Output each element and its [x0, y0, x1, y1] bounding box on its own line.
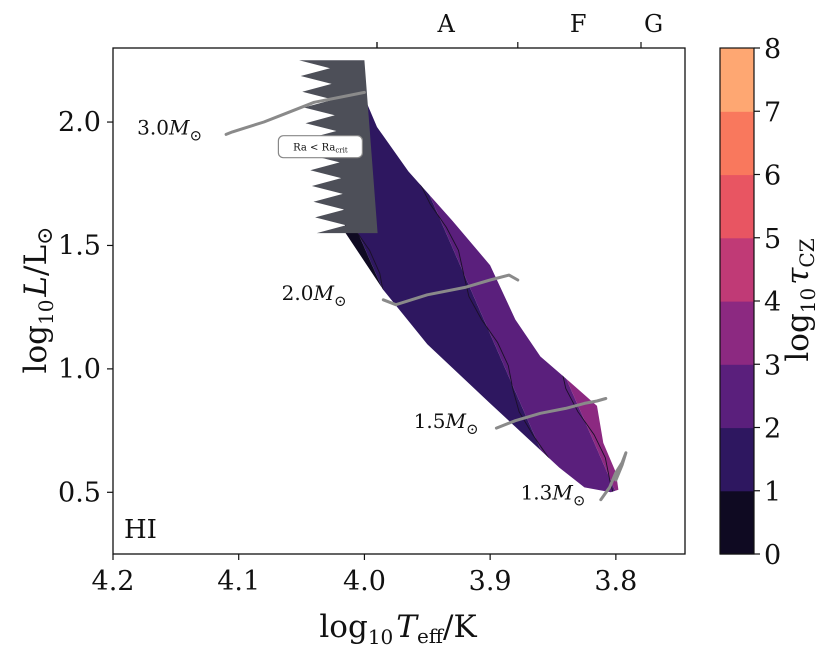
y-axis-ticks: 0.5 1.0 1.5 2.0 [58, 107, 113, 508]
colorbar-segment-7 [720, 48, 754, 112]
region-label: HI [124, 515, 157, 545]
colorbar-tick-label: 2 [764, 414, 781, 445]
track-label-3.0: 3.0M⊙ [137, 115, 202, 144]
x-axis-title: log10Teff/K [319, 609, 477, 649]
track-label-1.5: 1.5M⊙ [414, 409, 479, 438]
track-2.0 [381, 273, 520, 307]
plot-frame [112, 47, 686, 555]
y-tick-label: 0.5 [58, 477, 101, 508]
spectral-type-label: A [436, 10, 455, 38]
unstable-label-text: Ra < Ra [293, 143, 335, 154]
colorbar-tick-label: 6 [764, 161, 781, 192]
colorbar-tick-label: 7 [764, 97, 781, 128]
colorbar-tick-label: 4 [764, 287, 781, 318]
evolution-tracks [224, 90, 628, 502]
svg-text:Ra < Racrit: Ra < Racrit [293, 143, 348, 155]
colorbar-tick-label: 8 [764, 34, 781, 65]
colorbar-title: log10τCZ [780, 238, 820, 361]
track-label-2.0: 2.0M⊙ [282, 281, 347, 310]
unstable-label: Ra < Racrit [277, 135, 363, 159]
x-axis-ticks: 4.2 4.1 4.0 3.9 3.8 [92, 554, 637, 597]
colorbar-tick-label: 3 [764, 350, 781, 381]
track-label-1.3: 1.3M⊙ [521, 481, 586, 510]
x-tick-label: 3.9 [469, 566, 512, 597]
x-tick-label: 4.0 [343, 566, 386, 597]
track-1.5 [494, 397, 608, 430]
colorbar-segment-1 [720, 427, 754, 492]
x-tick-label: 3.8 [594, 566, 637, 597]
colorbar-segment-3 [720, 301, 754, 365]
colorbar-tick-label: 1 [764, 477, 781, 508]
contour-line-2 [341, 97, 619, 493]
colorbar-segment-6 [720, 111, 754, 176]
y-axis-title: log10L/L⊙ [18, 227, 58, 374]
track-1.3 [599, 451, 628, 502]
y-tick-label: 1.5 [58, 230, 101, 261]
x-tick-label: 4.1 [217, 566, 260, 597]
y-tick-label: 2.0 [58, 107, 101, 138]
colorbar-tick-label: 0 [764, 540, 781, 571]
colorbar-segment-4 [720, 237, 754, 302]
x-tick-label: 4.2 [92, 566, 135, 597]
spectral-type-label: F [570, 10, 587, 38]
colorbar: 0 1 2 3 4 5 6 7 8 [719, 34, 781, 571]
track-3.0 [224, 90, 366, 136]
unstable-label-sub: crit [335, 147, 348, 155]
y-tick-label: 1.0 [58, 354, 101, 385]
colorbar-tick-label: 5 [764, 224, 781, 255]
colorbar-segment-5 [720, 174, 754, 239]
colorbar-segment-0 [720, 490, 754, 555]
spectral-type-label: G [644, 10, 663, 38]
colorbar-segment-2 [720, 364, 754, 429]
